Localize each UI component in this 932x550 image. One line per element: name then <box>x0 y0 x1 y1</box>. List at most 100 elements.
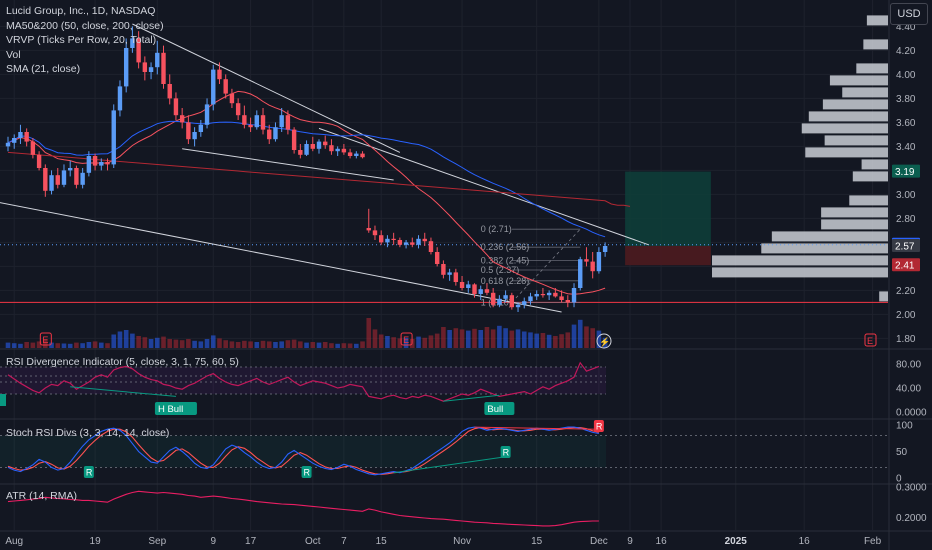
price-tick-11: 2.20 <box>896 286 916 297</box>
candle-body <box>173 98 179 116</box>
earnings-marker-label-1: E <box>403 335 409 345</box>
volume-bar <box>167 339 173 348</box>
candle-body <box>490 292 496 305</box>
volume-bar <box>553 336 558 348</box>
volume-bar <box>434 333 440 348</box>
candle-body <box>478 289 483 294</box>
volume-bar <box>453 328 459 348</box>
candle-body <box>385 238 390 243</box>
candle-body <box>105 162 110 165</box>
volume-bar <box>540 333 546 348</box>
fib-level-label-3: 0.5 (2.37) <box>481 265 520 275</box>
flash-icon-glyph: ⚡ <box>599 336 610 348</box>
candle-body <box>453 272 459 282</box>
volume-bar <box>279 341 284 348</box>
candle-body <box>130 38 135 48</box>
long-position-target-zone <box>625 171 711 246</box>
volume-bar <box>484 327 490 348</box>
volume-bar <box>117 331 123 348</box>
candle-body <box>578 259 583 288</box>
candle-body <box>117 86 123 111</box>
candle-body <box>447 272 452 275</box>
volume-bar <box>18 343 23 348</box>
volume-profile-bar-2 <box>856 63 888 74</box>
volume-bar <box>123 330 129 348</box>
earnings-marker-label-0: E <box>42 335 48 345</box>
volume-bar <box>173 339 179 348</box>
candle-body <box>528 296 533 302</box>
candle-body <box>341 148 347 153</box>
time-tick-12: 16 <box>656 536 668 547</box>
volume-bar <box>235 342 241 348</box>
legend-vrvp[interactable]: VRVP (Ticks Per Row, 20, Total) <box>6 34 157 46</box>
volume-profile-bar-8 <box>824 135 888 146</box>
candle-body <box>61 170 67 185</box>
volume-bar <box>285 340 291 348</box>
volume-bar <box>161 336 166 348</box>
fib-level-label-5: 1 (2.10) <box>481 297 512 307</box>
atr-tick-1: 0.2000 <box>896 513 927 524</box>
candle-body <box>186 122 191 140</box>
candle-body <box>391 238 396 240</box>
candle-body <box>503 295 508 299</box>
volume-bar <box>354 343 359 348</box>
descending-support-line <box>0 202 562 313</box>
candle-body <box>416 238 421 245</box>
legend-sma21[interactable]: SMA (21, close) <box>6 63 81 75</box>
volume-bar <box>105 343 110 348</box>
time-tick-6: 7 <box>341 536 347 547</box>
volume-bar <box>67 343 73 348</box>
volume-bar <box>584 326 589 348</box>
candle-body <box>223 79 228 94</box>
volume-bar <box>74 342 79 348</box>
candle-body <box>366 228 371 231</box>
currency-button[interactable]: USD <box>890 3 928 25</box>
legend-symbol[interactable]: Lucid Group, Inc., 1D, NASDAQ <box>6 5 156 17</box>
volume-profile-bar-16 <box>761 243 888 254</box>
candle-body <box>509 295 515 308</box>
volume-bar <box>43 339 48 348</box>
rsi-tick-1: 40.00 <box>896 384 921 395</box>
legend-ma50-200[interactable]: MA50&200 (50, close, 200, close) <box>6 19 164 32</box>
time-tick-1: 19 <box>90 536 102 547</box>
volume-profile-bar-13 <box>821 207 888 218</box>
rsi-pane-label[interactable]: RSI Divergence Indicator (5, close, 3, 1… <box>6 356 239 368</box>
candle-body <box>379 235 384 243</box>
price-tick-12: 2.00 <box>896 310 916 321</box>
volume-profile-bar-12 <box>849 195 888 206</box>
candle-body <box>590 261 595 272</box>
volume-profile-bar-7 <box>801 123 888 134</box>
candle-body <box>522 301 527 305</box>
volume-bar <box>148 339 154 348</box>
candle-body <box>24 132 29 142</box>
candle-body <box>30 141 36 155</box>
stoch-d-line <box>7 427 600 475</box>
flash-icon <box>596 333 612 349</box>
volume-bar <box>61 343 67 348</box>
atr-pane-label[interactable]: ATR (14, RMA) <box>6 490 77 502</box>
atr-tick-0: 0.3000 <box>896 483 927 494</box>
candle-body <box>546 292 552 296</box>
volume-profile-bar-5 <box>822 99 888 110</box>
volume-bar <box>509 330 515 348</box>
candle-body <box>515 304 521 308</box>
price-label-stop-bg <box>892 258 920 272</box>
candle-body <box>161 52 166 84</box>
candle-body <box>410 242 415 245</box>
volume-bar <box>590 328 595 348</box>
fib-level-label-1: 0.236 (2.56) <box>481 242 530 252</box>
candle-body <box>99 162 104 166</box>
legend-volume[interactable]: Vol <box>6 48 21 61</box>
fib-level-label-4: 0.618 (2.28) <box>481 276 530 286</box>
candle-body <box>484 289 490 293</box>
stoch-pane-label[interactable]: Stoch RSI Divs (3, 3, 14, 14, close) <box>6 427 170 439</box>
candle-body <box>466 284 471 288</box>
earnings-marker-1 <box>400 332 413 346</box>
volume-bar <box>136 336 141 348</box>
time-tick-3: 9 <box>210 536 216 547</box>
channel-lower-line <box>182 148 394 181</box>
volume-bar <box>534 333 539 348</box>
candle-body <box>534 294 539 297</box>
candle-body <box>360 153 365 158</box>
